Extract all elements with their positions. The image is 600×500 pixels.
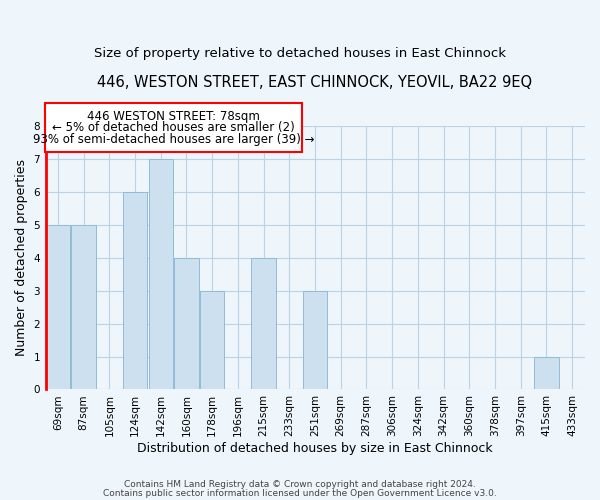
Text: 93% of semi-detached houses are larger (39) →: 93% of semi-detached houses are larger (… — [33, 133, 314, 146]
Bar — [46, 224, 70, 390]
Bar — [303, 290, 327, 390]
Bar — [534, 356, 559, 390]
Bar — [71, 224, 96, 390]
Bar — [149, 159, 173, 390]
Title: 446, WESTON STREET, EAST CHINNOCK, YEOVIL, BA22 9EQ: 446, WESTON STREET, EAST CHINNOCK, YEOVI… — [97, 75, 533, 90]
Bar — [123, 192, 147, 390]
Bar — [200, 290, 224, 390]
Text: ← 5% of detached houses are smaller (2): ← 5% of detached houses are smaller (2) — [52, 121, 295, 134]
FancyBboxPatch shape — [45, 103, 302, 152]
Bar — [251, 258, 276, 390]
X-axis label: Distribution of detached houses by size in East Chinnock: Distribution of detached houses by size … — [137, 442, 493, 455]
Text: Size of property relative to detached houses in East Chinnock: Size of property relative to detached ho… — [94, 48, 506, 60]
Text: Contains HM Land Registry data © Crown copyright and database right 2024.: Contains HM Land Registry data © Crown c… — [124, 480, 476, 489]
Text: Contains public sector information licensed under the Open Government Licence v3: Contains public sector information licen… — [103, 488, 497, 498]
Text: 446 WESTON STREET: 78sqm: 446 WESTON STREET: 78sqm — [87, 110, 260, 124]
Y-axis label: Number of detached properties: Number of detached properties — [15, 159, 28, 356]
Bar — [174, 258, 199, 390]
